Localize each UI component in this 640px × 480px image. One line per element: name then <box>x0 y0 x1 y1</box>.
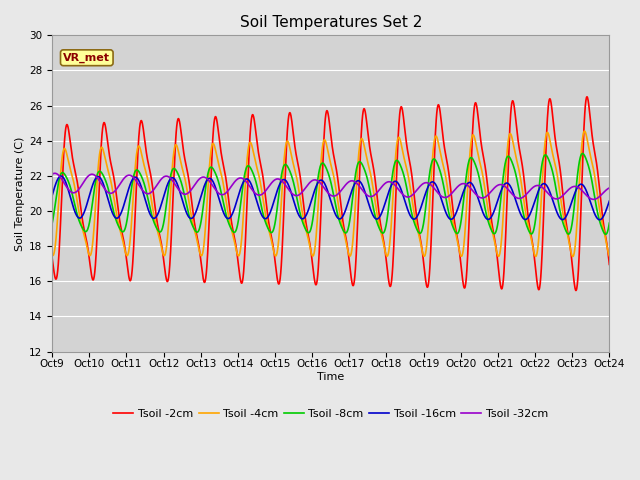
Tsoil -2cm <box>583 94 591 100</box>
Tsoil -16cm <box>605 198 613 204</box>
Tsoil -2cm <box>77 204 84 209</box>
Line: Tsoil -8cm: Tsoil -8cm <box>52 154 609 234</box>
Tsoil -32cm <box>51 170 59 176</box>
Tsoil -16cm <box>589 207 597 213</box>
Tsoil -8cm <box>579 151 586 156</box>
Tsoil -4cm <box>487 222 495 228</box>
Tsoil -4cm <box>580 128 588 134</box>
Tsoil -2cm <box>48 255 56 261</box>
Tsoil -8cm <box>605 220 613 226</box>
Tsoil -8cm <box>589 185 597 191</box>
Tsoil -32cm <box>77 183 84 189</box>
Tsoil -16cm <box>487 215 495 220</box>
Tsoil -16cm <box>589 208 597 214</box>
Tsoil -8cm <box>305 230 312 236</box>
Line: Tsoil -2cm: Tsoil -2cm <box>52 97 609 290</box>
Tsoil -4cm <box>305 236 312 242</box>
Tsoil -32cm <box>605 185 613 191</box>
Tsoil -16cm <box>77 215 84 220</box>
Tsoil -4cm <box>569 253 577 259</box>
Text: VR_met: VR_met <box>63 53 110 63</box>
Tsoil -2cm <box>589 142 597 148</box>
Tsoil -4cm <box>605 253 613 259</box>
Tsoil -8cm <box>48 220 56 226</box>
Tsoil -32cm <box>589 196 597 202</box>
Title: Soil Temperatures Set 2: Soil Temperatures Set 2 <box>239 15 422 30</box>
Legend: Tsoil -2cm, Tsoil -4cm, Tsoil -8cm, Tsoil -16cm, Tsoil -32cm: Tsoil -2cm, Tsoil -4cm, Tsoil -8cm, Tsoi… <box>109 405 552 423</box>
Tsoil -16cm <box>57 173 65 179</box>
Tsoil -2cm <box>487 213 495 218</box>
Line: Tsoil -16cm: Tsoil -16cm <box>52 176 609 220</box>
Tsoil -8cm <box>602 231 609 237</box>
Tsoil -4cm <box>590 168 598 173</box>
Tsoil -32cm <box>590 196 598 202</box>
Tsoil -2cm <box>305 232 312 238</box>
Tsoil -8cm <box>589 187 597 192</box>
Tsoil -8cm <box>319 160 327 166</box>
Tsoil -32cm <box>487 189 495 194</box>
Tsoil -4cm <box>77 218 84 224</box>
Tsoil -8cm <box>77 221 84 227</box>
Tsoil -2cm <box>590 144 598 150</box>
Line: Tsoil -4cm: Tsoil -4cm <box>52 131 609 256</box>
Tsoil -2cm <box>572 288 580 293</box>
X-axis label: Time: Time <box>317 372 344 382</box>
Y-axis label: Soil Temperature (C): Soil Temperature (C) <box>15 136 25 251</box>
Tsoil -4cm <box>48 252 56 258</box>
Tsoil -4cm <box>319 141 327 146</box>
Tsoil -32cm <box>48 171 56 177</box>
Tsoil -32cm <box>305 181 312 187</box>
Tsoil -32cm <box>589 196 597 202</box>
Tsoil -32cm <box>319 184 327 190</box>
Tsoil -16cm <box>48 193 56 199</box>
Tsoil -4cm <box>589 166 597 172</box>
Tsoil -2cm <box>605 262 613 267</box>
Line: Tsoil -32cm: Tsoil -32cm <box>52 173 609 199</box>
Tsoil -16cm <box>596 217 604 223</box>
Tsoil -8cm <box>487 226 495 232</box>
Tsoil -2cm <box>319 154 327 160</box>
Tsoil -16cm <box>305 206 312 212</box>
Tsoil -16cm <box>319 179 327 184</box>
